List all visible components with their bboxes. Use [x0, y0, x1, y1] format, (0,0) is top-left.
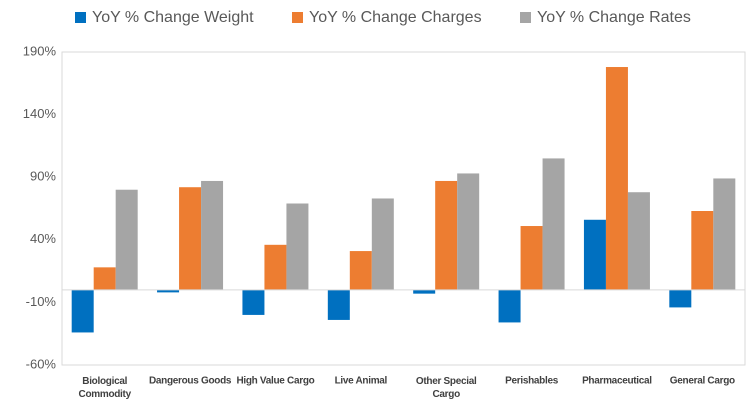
x-tick-label: General Cargo [670, 376, 735, 387]
x-tick-label: High Value Cargo [236, 376, 314, 387]
bar [349, 251, 372, 290]
bar [413, 289, 436, 294]
legend-swatch [520, 12, 531, 23]
bar [242, 289, 265, 315]
y-tick-label: 90% [30, 169, 56, 184]
bar [327, 289, 350, 320]
bar [157, 289, 180, 293]
bar [286, 203, 309, 290]
bar [669, 289, 692, 308]
x-tick-label: Perishables [505, 376, 559, 387]
bar [457, 173, 480, 290]
y-tick-label: 190% [23, 43, 57, 58]
bar [627, 192, 650, 290]
x-tick-label: Biological Commodity [79, 376, 132, 400]
bar [691, 211, 714, 290]
bar [542, 158, 565, 290]
bar [498, 289, 521, 323]
bar [435, 180, 458, 290]
y-tick-label: 40% [30, 231, 56, 246]
bar [371, 198, 394, 290]
bar [713, 178, 736, 290]
bar [201, 180, 224, 290]
plot-frame [61, 51, 746, 366]
x-tick-label: Pharmaceutical [582, 376, 652, 387]
bar [583, 219, 606, 290]
legend-swatch [75, 12, 86, 23]
legend-swatch [292, 12, 303, 23]
y-tick-label: -60% [26, 356, 57, 371]
y-tick-label: 140% [23, 106, 57, 121]
x-tick-label: Other Special Cargo [416, 376, 477, 400]
bar [605, 67, 628, 290]
bar [115, 189, 138, 290]
x-tick-label: Dangerous Goods [149, 376, 232, 387]
bar [264, 244, 287, 290]
x-tick-label: Live Animal [335, 376, 388, 387]
bar [520, 226, 543, 290]
bar [71, 289, 94, 333]
bar [179, 187, 202, 290]
legend-label: YoY % Change Weight [92, 9, 254, 26]
legend-label: YoY % Change Charges [309, 9, 482, 26]
y-tick-label: -10% [26, 294, 57, 309]
legend-label: YoY % Change Rates [537, 9, 691, 26]
bar [93, 267, 116, 290]
